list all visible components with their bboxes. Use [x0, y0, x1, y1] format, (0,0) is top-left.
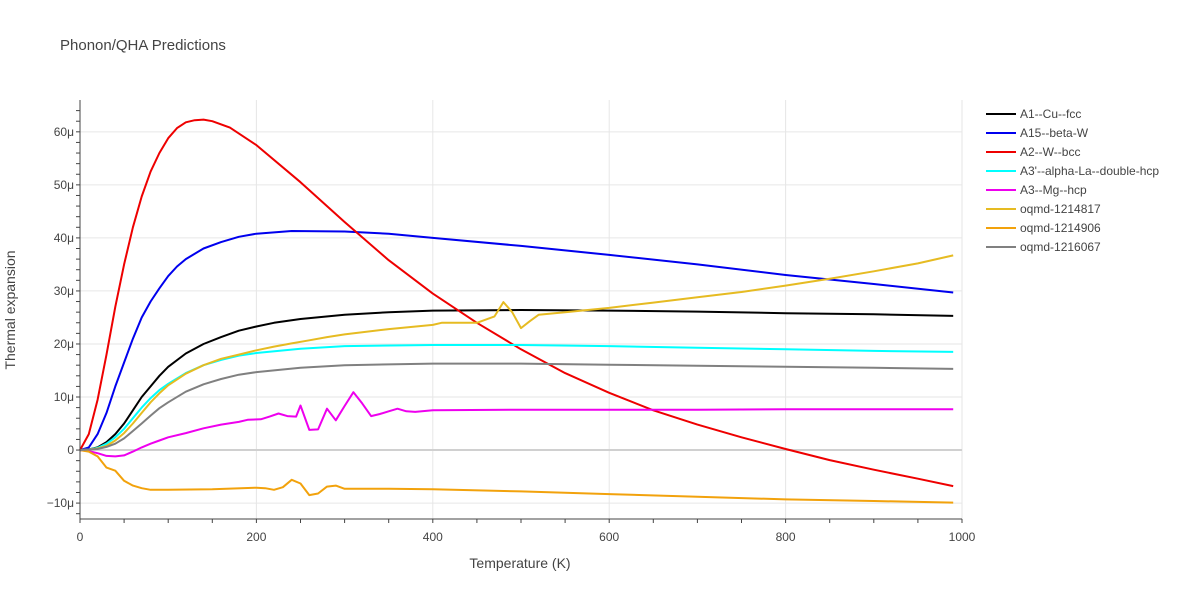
y-tick-label: 60μ	[54, 125, 74, 139]
legend-label: A3--Mg--hcp	[1020, 183, 1087, 197]
x-ticks: 0 200 400 600 800 1000	[77, 530, 976, 544]
x-tick-label: 400	[423, 530, 443, 544]
series-line	[79, 362, 954, 452]
y-tick-label: 50μ	[54, 178, 74, 192]
y-tick-label: 30μ	[54, 284, 74, 298]
x-tick-label: 200	[246, 530, 266, 544]
legend-item[interactable]: oqmd-1216067	[986, 240, 1101, 254]
legend-item[interactable]: A3'--alpha-La--double-hcp	[986, 164, 1159, 178]
legend-item[interactable]: oqmd-1214906	[986, 221, 1101, 235]
x-tick-label: 0	[77, 530, 84, 544]
series-line	[79, 344, 954, 452]
y-axis-label: Thermal expansion	[2, 250, 18, 369]
legend-label: oqmd-1214817	[1020, 202, 1101, 216]
legend-item[interactable]: A2--W--bcc	[986, 145, 1080, 159]
legend-label: A2--W--bcc	[1020, 145, 1080, 159]
x-tick-label: 1000	[949, 530, 976, 544]
legend-item[interactable]: oqmd-1214817	[986, 202, 1101, 216]
chart-title: Phonon/QHA Predictions	[60, 37, 226, 54]
axes	[76, 100, 963, 523]
legend-label: A15--beta-W	[1020, 126, 1089, 140]
series-line	[79, 309, 954, 452]
grid	[80, 100, 963, 519]
legend-label: A1--Cu--fcc	[1020, 107, 1081, 121]
legend-label: oqmd-1214906	[1020, 221, 1101, 235]
y-tick-label: 0	[67, 443, 74, 457]
x-tick-label: 800	[776, 530, 796, 544]
legend-label: oqmd-1216067	[1020, 240, 1101, 254]
series-line	[79, 230, 954, 452]
legend-item[interactable]: A15--beta-W	[986, 126, 1089, 140]
y-tick-label: 20μ	[54, 337, 74, 351]
series-layer	[79, 118, 954, 504]
legend-label: A3'--alpha-La--double-hcp	[1020, 164, 1159, 178]
x-axis-label: Temperature (K)	[469, 555, 570, 571]
series-line	[79, 391, 954, 458]
y-tick-label: −10μ	[47, 496, 74, 510]
legend: A1--Cu--fcc A15--beta-W A2--W--bcc A3'--alp…	[986, 107, 1159, 254]
x-tick-label: 600	[599, 530, 619, 544]
legend-item[interactable]: A3--Mg--hcp	[986, 183, 1087, 197]
y-tick-label: 40μ	[54, 231, 74, 245]
y-ticks: −10μ 0 10μ 20μ 30μ 40μ 50μ 60μ	[47, 125, 75, 510]
legend-item[interactable]: A1--Cu--fcc	[986, 107, 1081, 121]
series-line	[79, 254, 954, 452]
series-line	[79, 118, 954, 488]
y-tick-label: 10μ	[54, 390, 74, 404]
series-line	[79, 449, 954, 504]
